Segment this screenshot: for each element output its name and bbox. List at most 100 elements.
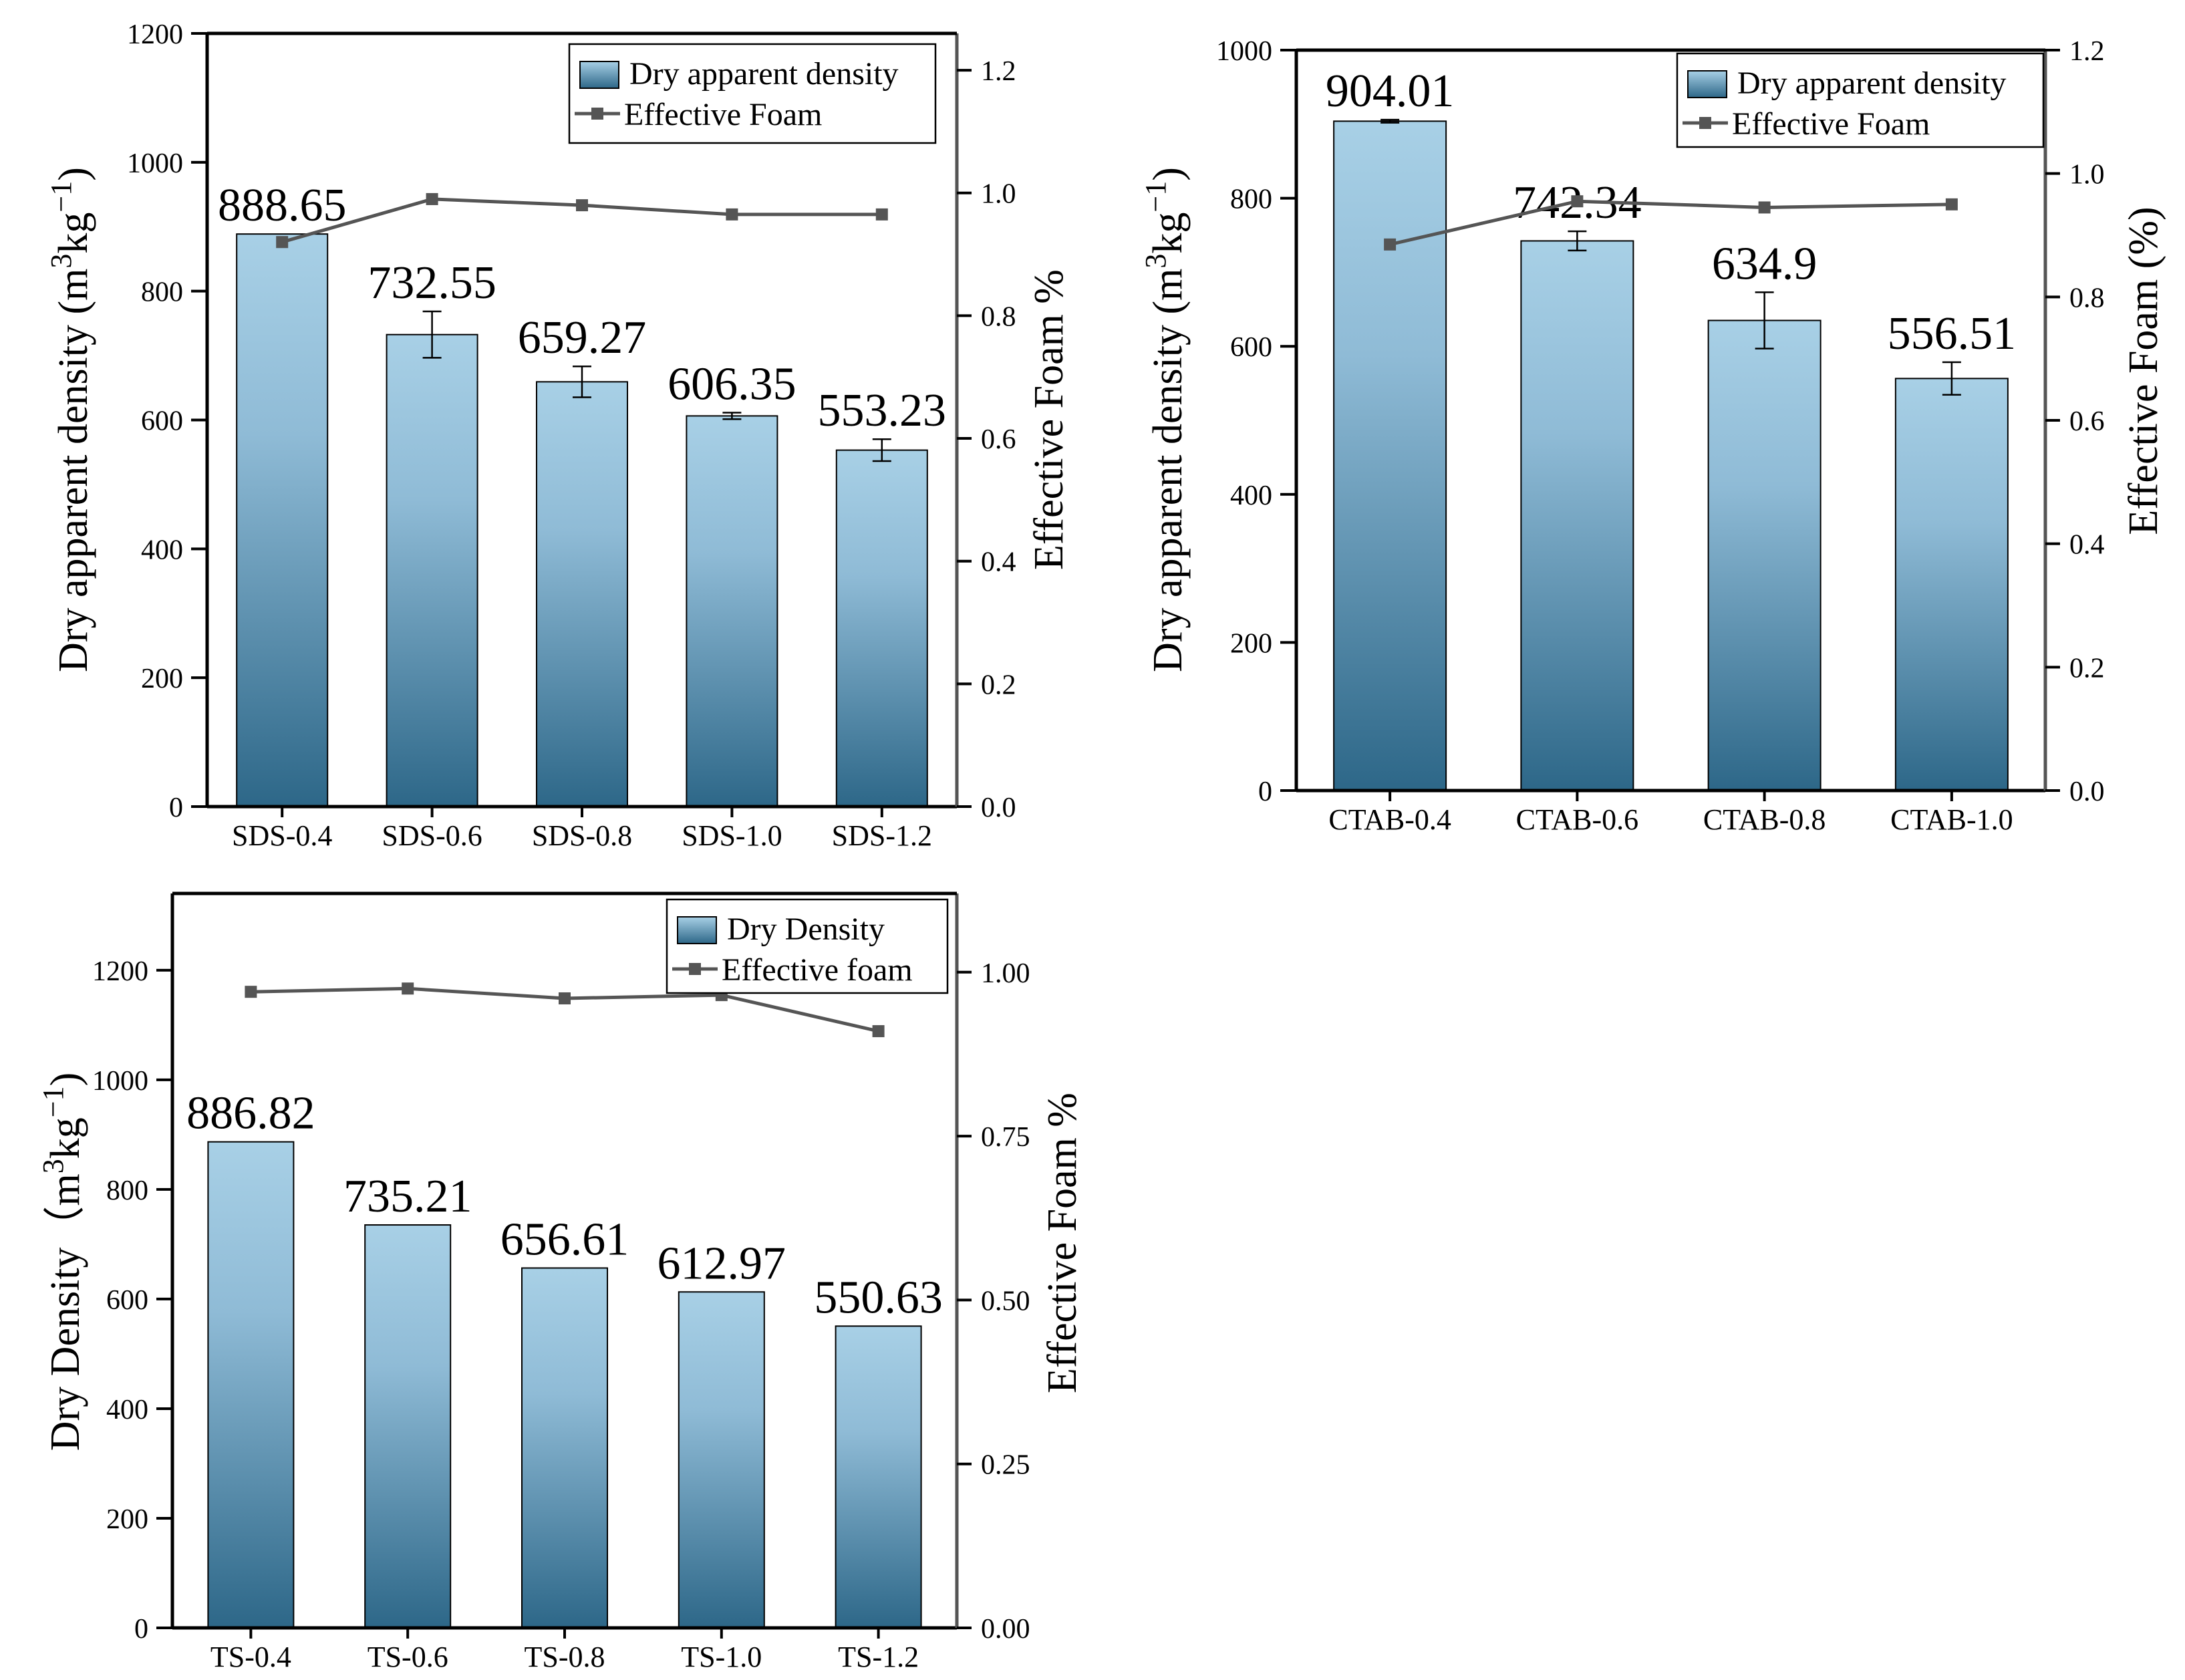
y-left-tick-label: 800 (141, 277, 183, 308)
bar-TS-0.6 (364, 1224, 452, 1629)
category-label: SDS-0.4 (232, 819, 332, 852)
effective-foam-point (726, 208, 738, 221)
category-label: TS-1.2 (838, 1641, 919, 1673)
bar-SDS-0.6 (386, 333, 478, 807)
effective-foam-point (559, 992, 571, 1004)
bar-SDS-0.8 (536, 381, 628, 807)
bar-value-label: 735.21 (343, 1171, 472, 1222)
y-right-axis-title: Effective Foam (%) (2121, 206, 2166, 535)
y-left-tick-label: 1000 (92, 1066, 148, 1097)
category-label: TS-0.8 (525, 1641, 605, 1673)
y-right-tick-label: 1.2 (981, 56, 1016, 87)
category-label: SDS-0.6 (382, 819, 482, 852)
effective-foam-point (1758, 201, 1771, 214)
bar-value-label: 656.61 (500, 1214, 629, 1265)
y-right-tick-label: 0.6 (2069, 406, 2105, 437)
y-left-axis-title: Dry apparent density (m3kg−1) (45, 167, 97, 672)
bar-value-label: 550.63 (814, 1272, 943, 1323)
bar-CTAB-1.0 (1894, 378, 2009, 791)
chart-ts-density-foam: 886.82 TS-0.4 735.21 TS-0.6 656.61 TS-0.8 612.… (37, 891, 1085, 1673)
y-left-tick-label: 600 (141, 406, 183, 437)
category-label: CTAB-0.8 (1703, 803, 1826, 836)
y-left-tick-label: 600 (106, 1285, 148, 1316)
y-right-tick-label: 1.2 (2069, 36, 2105, 67)
y-right-tick-label: 0.2 (981, 670, 1016, 700)
y-left-tick-label: 0 (134, 1614, 148, 1645)
legend-label-foam: Effective foam (722, 952, 913, 988)
legend-line-marker (689, 963, 701, 975)
category-label: CTAB-1.0 (1890, 803, 2013, 836)
legend-bar-swatch (1687, 70, 1727, 98)
bar-SDS-1.0 (686, 415, 778, 807)
y-left-tick-label: 400 (141, 535, 183, 565)
y-left-tick-label: 200 (141, 664, 183, 694)
legend-label-density: Dry Density (727, 912, 885, 947)
effective-foam-point (426, 192, 438, 205)
y-right-tick-label: 0.2 (2069, 653, 2105, 684)
effective-foam-point (1384, 238, 1397, 251)
effective-foam-point (402, 982, 414, 995)
y-right-tick-label: 0.0 (2069, 777, 2105, 807)
y-right-tick-label: 0.4 (981, 547, 1016, 578)
y-right-tick-label: 0.8 (2069, 283, 2105, 313)
y-left-tick-label: 0 (1258, 777, 1272, 807)
bar-TS-1.0 (678, 1291, 765, 1629)
legend-bar-swatch (579, 61, 619, 89)
legend-line-marker (1699, 117, 1711, 129)
y-left-tick-label: 200 (106, 1504, 148, 1535)
effective-foam-point (1945, 198, 1958, 211)
y-left-axis-title: Dry Density（m3kg−1) (37, 1073, 89, 1451)
y-right-tick-label: 1.0 (2069, 160, 2105, 190)
legend-label-density: Dry apparent density (1737, 65, 2007, 101)
category-label: TS-1.0 (681, 1641, 762, 1673)
y-right-tick-label: 0.4 (2069, 530, 2105, 561)
legend-box (666, 898, 949, 994)
y-left-tick-label: 800 (1230, 184, 1272, 215)
bar-value-label: 886.82 (186, 1088, 315, 1139)
y-left-tick-label: 600 (1230, 332, 1272, 363)
y-right-axis-title: Effective Foam % (1026, 269, 1072, 570)
category-label: SDS-1.2 (832, 819, 932, 852)
legend-line-marker (591, 108, 603, 120)
bar-value-label: 659.27 (518, 312, 647, 364)
y-left-tick-label: 1000 (1216, 36, 1272, 67)
effective-foam-point (872, 1025, 885, 1038)
category-label: SDS-1.0 (682, 819, 782, 852)
bar-CTAB-0.6 (1520, 240, 1634, 791)
bar-value-label: 634.9 (1712, 238, 1817, 289)
bar-TS-1.2 (835, 1325, 922, 1629)
category-label: SDS-0.8 (532, 819, 632, 852)
bar-CTAB-0.8 (1707, 319, 1822, 791)
bar-TS-0.8 (521, 1267, 608, 1629)
legend-label-foam: Effective Foam (1732, 106, 1930, 142)
chart-ctab-density-foam: 904.01CTAB-0.4742.34CTAB-0.6634.9CTAB-0.… (1139, 36, 2167, 836)
legend-bar-swatch (677, 916, 717, 944)
bar-SDS-1.2 (835, 449, 928, 807)
y-right-tick-label: 0.00 (981, 1614, 1030, 1645)
legend-label-foam: Effective Foam (624, 97, 822, 132)
chart-sds-density-foam: 888.65 SDS-0.4 732.55 SDS-0.6 659.27 SDS-0.8 6… (45, 19, 1072, 852)
bar-value-label: 553.23 (818, 385, 947, 436)
effective-foam-point (576, 199, 588, 212)
y-left-tick-label: 400 (1230, 480, 1272, 511)
bar-TS-0.4 (207, 1141, 295, 1629)
category-label: CTAB-0.4 (1328, 803, 1451, 836)
y-left-tick-label: 800 (106, 1175, 148, 1206)
y-right-tick-label: 0.6 (981, 424, 1016, 455)
legend-box (568, 43, 937, 144)
legend-label-density: Dry apparent density (629, 56, 899, 92)
y-right-tick-label: 0.8 (981, 301, 1016, 332)
bar-value-label: 888.65 (218, 180, 347, 231)
effective-foam-point (875, 208, 888, 221)
bar-value-label: 606.35 (668, 359, 796, 410)
y-right-tick-label: 0.50 (981, 1286, 1030, 1316)
bar-value-label: 732.55 (368, 257, 496, 309)
effective-foam-point (1571, 195, 1584, 208)
y-right-tick-label: 1.0 (981, 179, 1016, 210)
y-left-tick-label: 1200 (127, 19, 183, 50)
y-left-tick-label: 1200 (92, 956, 148, 987)
y-right-tick-label: 1.00 (981, 958, 1030, 989)
category-label: CTAB-0.6 (1516, 803, 1638, 836)
bar-value-label: 612.97 (658, 1238, 786, 1289)
